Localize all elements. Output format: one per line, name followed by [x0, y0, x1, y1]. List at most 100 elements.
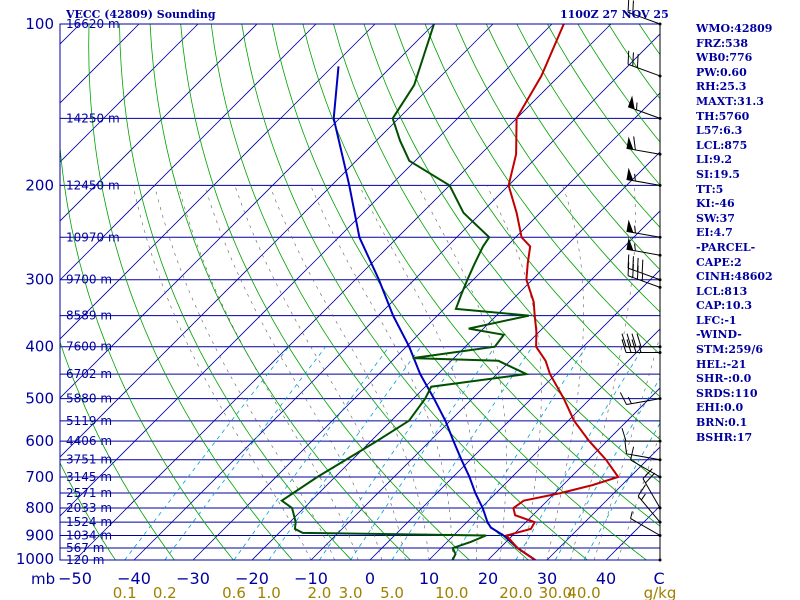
- moist-adiabat-line: [269, 185, 430, 560]
- mixing-ratio-line: [451, 346, 587, 560]
- moist-adiabat-line: [234, 185, 406, 560]
- wind-barb-feather: [637, 484, 646, 497]
- dry-adiabat-line: [60, 461, 116, 560]
- wind-barb: [621, 339, 662, 354]
- pressure-tick-label: 100: [25, 15, 54, 33]
- index-line: SHR-:0.0: [696, 372, 752, 386]
- wind-barb-feather: [627, 50, 630, 65]
- wind-barb-staff: [626, 248, 661, 256]
- mixing-ratio-line: [391, 346, 533, 560]
- pressure-tick-label: 300: [25, 271, 54, 289]
- wind-barb-half-feather: [634, 173, 636, 182]
- temperature-tick-label: −20: [235, 569, 269, 588]
- height-label: 2571 m: [66, 486, 112, 500]
- index-line: HEL:-21: [696, 357, 747, 371]
- wind-barb-feather: [645, 472, 656, 484]
- temperature-tick-label: C: [654, 569, 665, 588]
- height-label: 12450 m: [66, 178, 120, 192]
- wind-barb-half-feather: [630, 511, 633, 519]
- wind-barb-staff: [626, 230, 661, 238]
- wind-barb: [626, 136, 662, 156]
- mixing-ratio-line: [350, 346, 496, 560]
- moist-adiabat-line: [204, 185, 383, 560]
- dry-adiabat-line: [333, 24, 660, 484]
- mixing-ratio-line: [515, 346, 644, 560]
- dry-adiabat-line: [271, 24, 647, 560]
- index-line: LFC:-1: [696, 313, 737, 327]
- wind-barb-staff: [626, 398, 661, 406]
- moist-adiabat-line: [546, 185, 584, 560]
- parcel-trace: [332, 66, 536, 560]
- wind-barb-feather: [631, 333, 637, 347]
- index-line: L57:6.3: [696, 124, 743, 138]
- index-line: -PARCEL-: [696, 240, 756, 254]
- temperature-tick-label: −30: [176, 569, 210, 588]
- pressure-unit-label: mb: [31, 570, 55, 588]
- index-line: CAPE:2: [696, 255, 742, 269]
- dry-adiabat-line: [455, 24, 660, 313]
- moist-adiabat-line: [593, 335, 660, 560]
- dry-adiabat-line: [302, 24, 660, 527]
- height-labels: 16620 m 14250 m 12450 m 10970 m 9700 m 8589 m…: [66, 17, 120, 567]
- height-label: 4406 m: [66, 434, 112, 448]
- mixing-ratio-label: 1.0: [257, 584, 281, 600]
- temperature-tick-label: −10: [294, 569, 328, 588]
- mixing-ratio-label: 10.0: [435, 584, 468, 600]
- wind-barb-staff: [627, 106, 661, 119]
- dry-adiabat-line: [485, 24, 660, 271]
- wind-barb: [627, 0, 662, 26]
- wind-barb: [642, 468, 662, 510]
- height-label: 5880 m: [66, 392, 112, 406]
- wind-barb-feather: [621, 333, 627, 347]
- isotherm-line: [60, 24, 435, 399]
- wind-barb-feather: [631, 339, 637, 353]
- moist-adiabat-line: [359, 185, 478, 560]
- wind-barb-staff: [642, 478, 661, 509]
- moist-adiabat-line: [570, 185, 636, 560]
- wind-barb-feather: [627, 0, 630, 13]
- temperature-trace: [504, 24, 620, 560]
- wind-barb-dot: [658, 558, 662, 562]
- index-line: LCL:813: [696, 284, 748, 298]
- wind-barb: [627, 262, 662, 289]
- temperature-tick-label: 0: [365, 569, 375, 588]
- temperature-tick-label: 10: [419, 569, 439, 588]
- index-line: SW:37: [696, 211, 735, 225]
- wind-barb-staff: [630, 518, 661, 536]
- valid-time: 1100Z 27 NOV 25: [560, 8, 669, 21]
- station-title: VECC (42809) Sounding: [66, 8, 216, 21]
- index-line: WB0:776: [696, 51, 753, 65]
- isotherm-line: [60, 24, 553, 517]
- isotherm-line: [428, 328, 660, 560]
- height-label: 1524 m: [66, 515, 112, 529]
- wind-barb: [658, 558, 662, 562]
- dry-adiabat-line: [60, 340, 175, 560]
- index-line: CINH:48602: [696, 270, 773, 284]
- dry-adiabat-line: [241, 24, 588, 560]
- wind-barb-feather: [619, 392, 627, 405]
- wind-barb-staff: [637, 495, 661, 523]
- dry-adiabat-line: [149, 24, 411, 560]
- wind-barb-feather: [626, 333, 632, 347]
- pressure-tick-label: 700: [25, 468, 54, 486]
- wind-barb-feather: [624, 440, 628, 454]
- index-line: -WIND-: [696, 328, 742, 342]
- wind-barb-half-feather: [634, 225, 636, 234]
- dry-adiabat-line: [180, 24, 470, 560]
- pressure-tick-label: 200: [25, 176, 54, 194]
- mixing-ratio-label: 2.0: [307, 584, 331, 600]
- wind-barb: [626, 167, 662, 187]
- wind-barb-pennant: [626, 219, 634, 233]
- isotherm-line: [0, 24, 21, 560]
- moist-adiabat-line: [132, 185, 312, 560]
- moist-adiabat-line: [310, 185, 453, 560]
- height-label: 9700 m: [66, 273, 112, 287]
- plot-frame: [59, 23, 661, 561]
- wind-barb-feather: [626, 339, 632, 353]
- temperature-tick-label: 30: [537, 569, 557, 588]
- dry-adiabat-line: [60, 142, 234, 560]
- wind-barb-half-feather: [627, 396, 632, 404]
- height-label: 2033 m: [66, 501, 112, 515]
- height-label: 16620 m: [66, 17, 120, 31]
- height-label: 14250 m: [66, 111, 120, 125]
